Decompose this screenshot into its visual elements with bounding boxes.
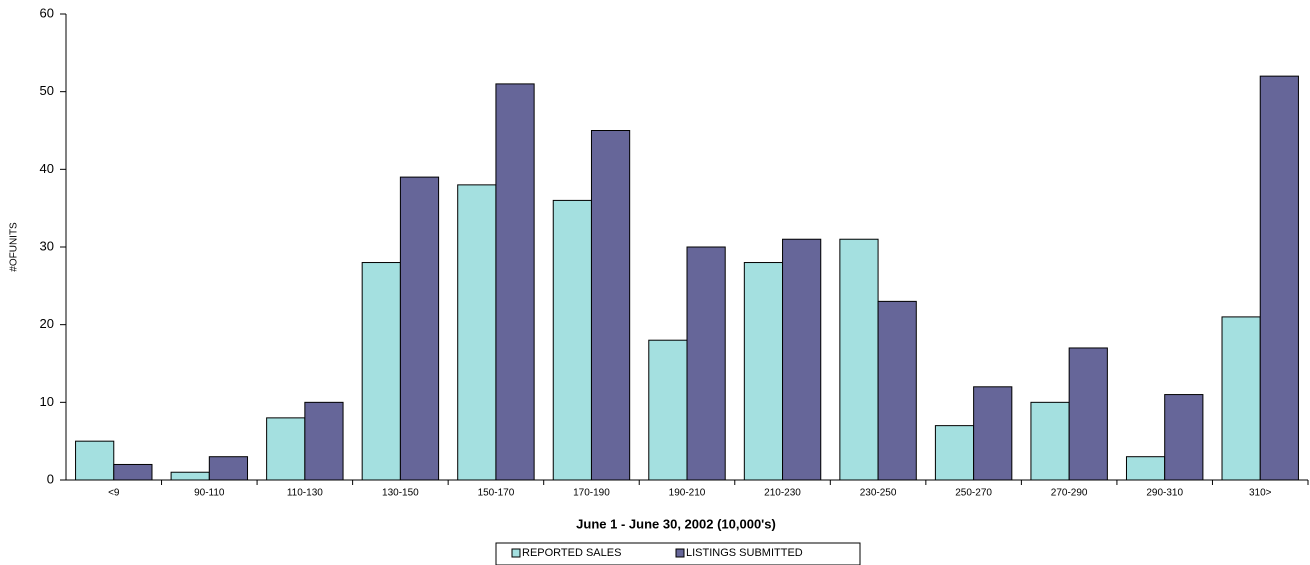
bar [495, 83, 535, 481]
bar [743, 262, 784, 481]
bar [839, 238, 879, 481]
bar [590, 130, 631, 481]
y-tick-label: 10 [40, 394, 54, 409]
y-tick-label: 40 [40, 161, 54, 176]
x-tick-label: <9 [108, 488, 120, 499]
bar [1221, 316, 1261, 481]
y-tick-label: 0 [47, 471, 54, 486]
x-tick-label: 210-230 [764, 488, 801, 499]
bar [457, 184, 497, 481]
legend-swatch [511, 548, 521, 558]
bar [266, 417, 306, 481]
bar [361, 262, 401, 481]
x-tick-label: 230-250 [860, 488, 897, 499]
bar [1164, 394, 1204, 481]
bar [75, 440, 115, 481]
bar [208, 456, 249, 481]
x-tick-label: 90-110 [194, 488, 225, 499]
x-tick-label: 310> [1249, 488, 1272, 499]
y-tick-label: 50 [40, 83, 54, 98]
bar [686, 246, 726, 481]
bar [934, 425, 975, 481]
bar [973, 386, 1013, 481]
bar [399, 176, 440, 481]
x-tick-label: 290-310 [1146, 488, 1183, 499]
x-axis-title: June 1 - June 30, 2002 (10,000's) [576, 516, 776, 531]
bar [1259, 75, 1299, 481]
x-tick-label: 150-170 [478, 488, 515, 499]
y-axis-title: #OFUNITS [9, 222, 20, 272]
legend-label: LISTINGS SUBMITTED [686, 547, 803, 559]
bar [877, 300, 917, 481]
bar [304, 401, 344, 481]
x-tick-label: 190-210 [669, 488, 706, 499]
x-tick-label: 270-290 [1051, 488, 1088, 499]
bar [648, 339, 688, 481]
bar [113, 463, 153, 481]
legend-swatch [675, 548, 685, 558]
y-tick-label: 20 [40, 316, 54, 331]
x-tick-label: 110-130 [287, 488, 323, 499]
x-tick-label: 250-270 [955, 488, 992, 499]
legend-label: REPORTED SALES [522, 547, 621, 559]
y-tick-label: 30 [40, 238, 54, 253]
x-tick-label: 170-190 [573, 488, 610, 499]
bar [1068, 347, 1108, 481]
bar [552, 199, 592, 481]
bar [1125, 456, 1166, 481]
bar [1030, 401, 1070, 481]
x-tick-label: 130-150 [382, 488, 419, 499]
y-tick-label: 60 [40, 5, 54, 20]
bar [782, 238, 822, 481]
bar [170, 471, 210, 481]
